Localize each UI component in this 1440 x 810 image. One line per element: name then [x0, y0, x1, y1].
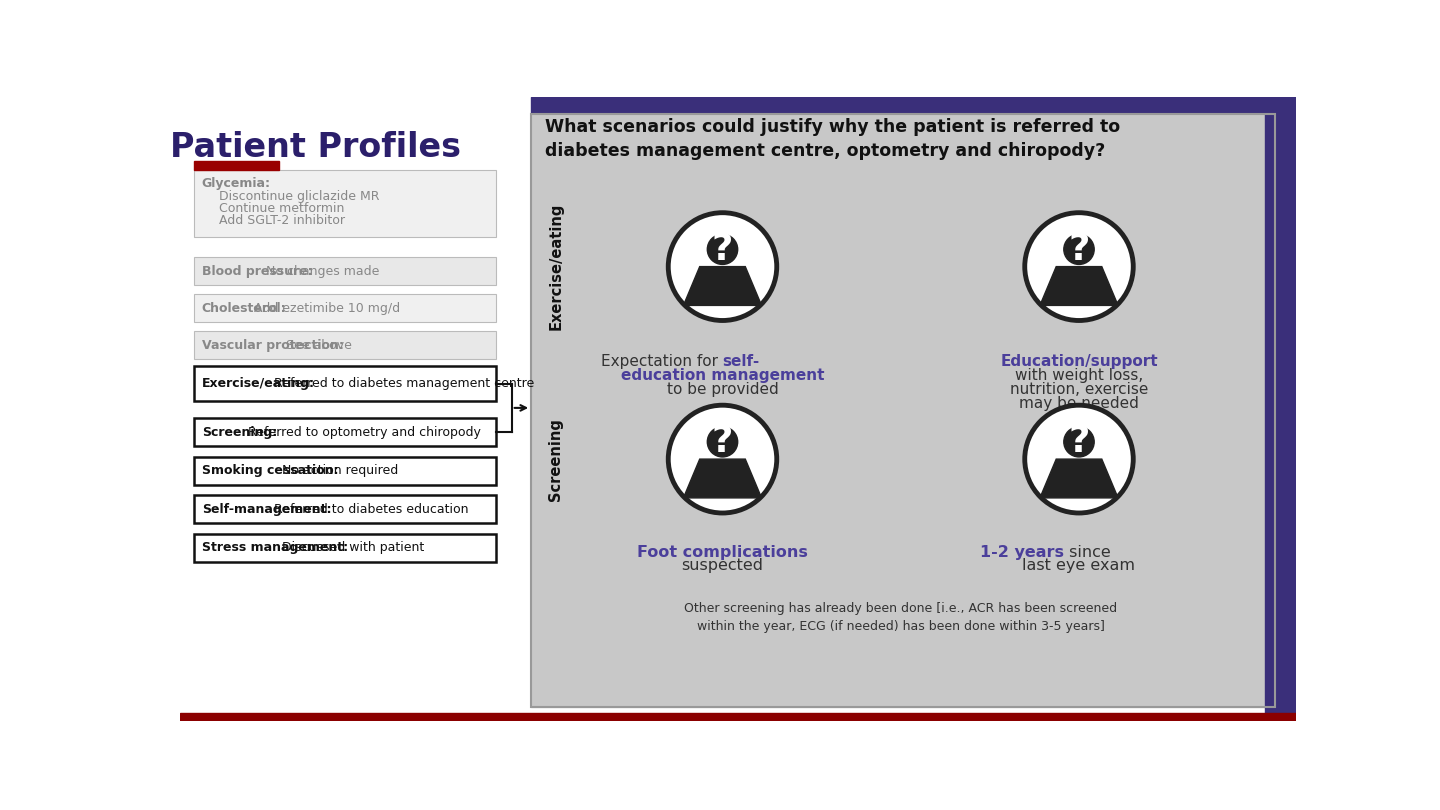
Text: Referred to diabetes management centre: Referred to diabetes management centre: [269, 377, 534, 390]
Bar: [194, 495, 497, 523]
Text: since: since: [1064, 544, 1110, 560]
Text: Screening:: Screening:: [202, 425, 276, 439]
Text: Exercise/eating:: Exercise/eating:: [202, 377, 315, 390]
Bar: [531, 97, 1306, 114]
Bar: [194, 161, 279, 170]
Bar: [194, 366, 497, 401]
Text: Cholesterol:: Cholesterol:: [202, 301, 287, 314]
Text: Smoking cessation:: Smoking cessation:: [202, 464, 338, 477]
Text: See above: See above: [282, 339, 353, 352]
Text: ?: ?: [711, 424, 733, 460]
Circle shape: [1025, 405, 1133, 513]
Text: 1-2 years: 1-2 years: [979, 544, 1064, 560]
Circle shape: [707, 234, 737, 264]
Text: Vascular protection:: Vascular protection:: [202, 339, 344, 352]
Bar: [194, 331, 497, 359]
Polygon shape: [1040, 266, 1117, 305]
Text: No changes made: No changes made: [262, 265, 380, 278]
Text: nutrition, exercise: nutrition, exercise: [1009, 382, 1148, 397]
Text: Stress management:: Stress management:: [202, 541, 348, 554]
Circle shape: [668, 213, 776, 321]
Bar: [531, 114, 1274, 707]
Bar: [194, 418, 497, 446]
Text: ?: ?: [1068, 231, 1090, 268]
Text: Expectation for: Expectation for: [600, 355, 723, 369]
Text: Add ezetimibe 10 mg/d: Add ezetimibe 10 mg/d: [251, 301, 400, 314]
Bar: [194, 169, 497, 237]
Text: What scenarios could justify why the patient is referred to
diabetes management : What scenarios could justify why the pat…: [544, 118, 1120, 160]
Text: ?: ?: [1068, 424, 1090, 460]
Bar: [194, 258, 497, 285]
Text: Exercise/eating: Exercise/eating: [549, 203, 563, 330]
Bar: [194, 294, 497, 322]
Text: Blood pressure:: Blood pressure:: [202, 265, 312, 278]
Text: last eye exam: last eye exam: [1022, 558, 1136, 573]
Bar: [180, 713, 1296, 721]
Circle shape: [1064, 234, 1094, 264]
Polygon shape: [684, 459, 762, 498]
Polygon shape: [1040, 459, 1117, 498]
Text: education management: education management: [621, 369, 824, 383]
Text: to be provided: to be provided: [667, 382, 779, 397]
Text: ?: ?: [711, 231, 733, 268]
Text: suspected: suspected: [681, 558, 763, 573]
Circle shape: [1025, 213, 1133, 321]
Bar: [531, 114, 1274, 707]
Text: Other screening has already been done [i.e., ACR has been screened
within the ye: Other screening has already been done [i…: [684, 602, 1117, 633]
Text: Self-management:: Self-management:: [202, 503, 331, 516]
Text: Patient Profiles: Patient Profiles: [170, 130, 461, 164]
Text: Discussed with patient: Discussed with patient: [278, 541, 425, 554]
Circle shape: [668, 405, 776, 513]
Circle shape: [1064, 427, 1094, 457]
Circle shape: [707, 427, 737, 457]
Bar: [194, 534, 497, 561]
Text: Glycemia:: Glycemia:: [202, 177, 271, 190]
Text: Add SGLT-2 inhibitor: Add SGLT-2 inhibitor: [219, 214, 344, 228]
Text: may be needed: may be needed: [1020, 396, 1139, 411]
Text: Referred to diabetes education: Referred to diabetes education: [269, 503, 468, 516]
Text: with weight loss,: with weight loss,: [1015, 369, 1143, 383]
Bar: [1264, 97, 1296, 721]
Polygon shape: [684, 266, 762, 305]
Text: Continue metformin: Continue metformin: [219, 202, 344, 215]
Text: Screening: Screening: [549, 418, 563, 501]
Text: Foot complications: Foot complications: [636, 544, 808, 560]
Text: Discontinue gliclazide MR: Discontinue gliclazide MR: [219, 190, 379, 202]
Text: Education/support: Education/support: [1001, 355, 1158, 369]
Text: self-: self-: [723, 355, 760, 369]
Bar: [194, 457, 497, 484]
Text: No action required: No action required: [278, 464, 399, 477]
Text: Referred to optometry and chiropody: Referred to optometry and chiropody: [245, 425, 481, 439]
